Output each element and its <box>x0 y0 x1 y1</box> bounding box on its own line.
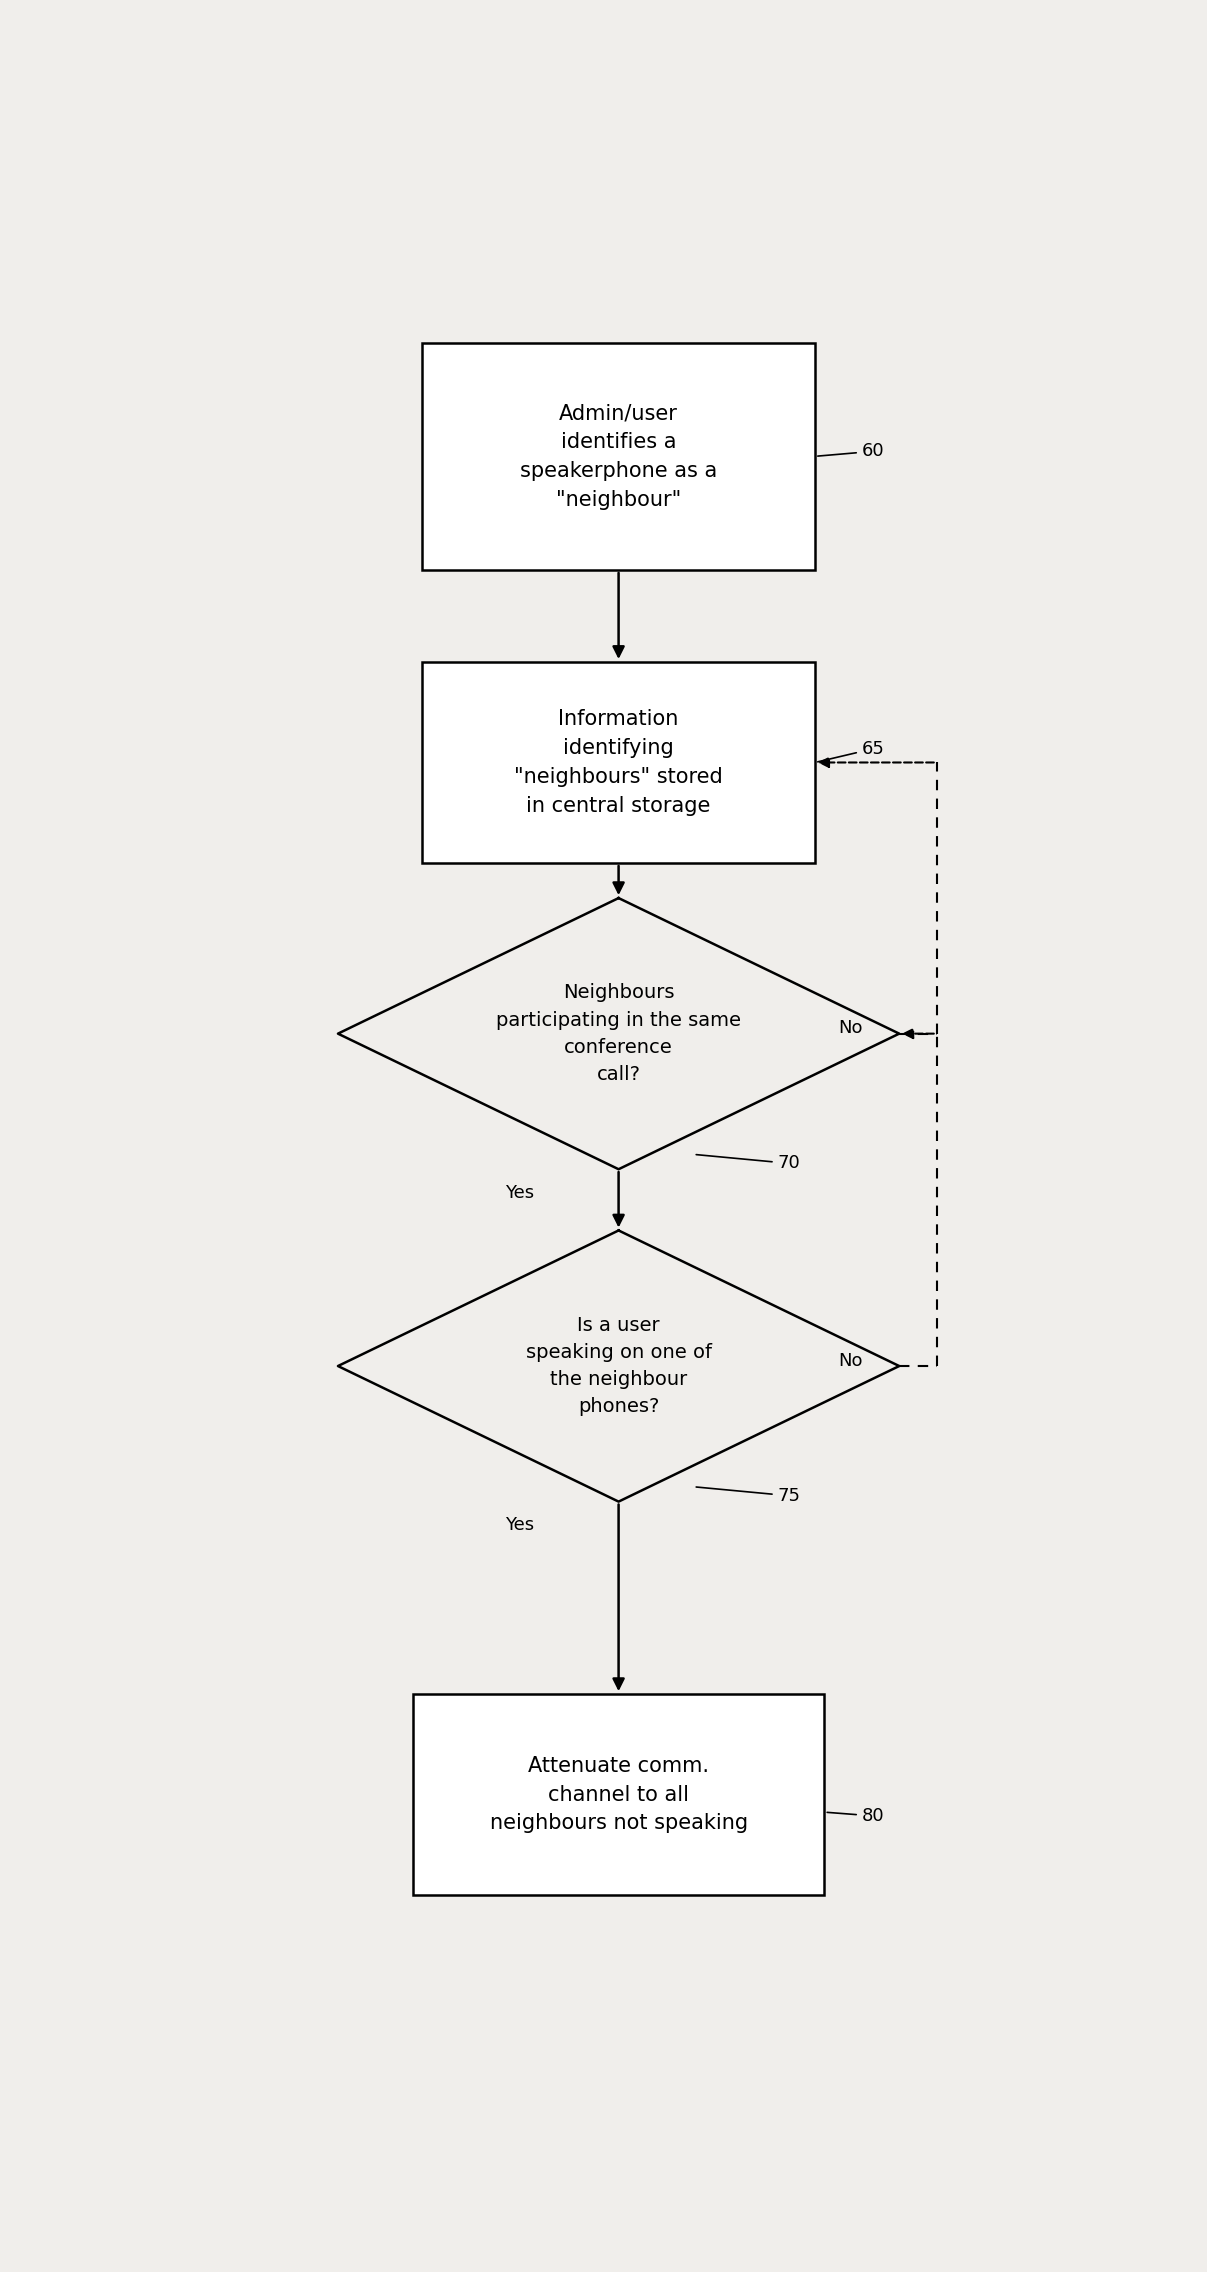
Text: Admin/user
identifies a
speakerphone as a
"neighbour": Admin/user identifies a speakerphone as … <box>520 402 717 509</box>
Bar <box>422 661 815 863</box>
Text: 65: 65 <box>817 741 885 761</box>
Text: Yes: Yes <box>506 1184 535 1202</box>
Text: Information
identifying
"neighbours" stored
in central storage: Information identifying "neighbours" sto… <box>514 709 723 816</box>
Text: 80: 80 <box>827 1806 885 1824</box>
Text: 60: 60 <box>818 443 885 461</box>
Text: 70: 70 <box>696 1154 800 1172</box>
Text: Yes: Yes <box>506 1515 535 1534</box>
Text: No: No <box>839 1020 863 1038</box>
Text: Neighbours
participating in the same
conference
call?: Neighbours participating in the same con… <box>496 984 741 1084</box>
Text: 75: 75 <box>696 1486 800 1504</box>
Text: No: No <box>839 1352 863 1370</box>
Text: Is a user
speaking on one of
the neighbour
phones?: Is a user speaking on one of the neighbo… <box>525 1315 712 1415</box>
Text: Attenuate comm.
channel to all
neighbours not speaking: Attenuate comm. channel to all neighbour… <box>490 1756 747 1834</box>
Bar <box>422 343 815 570</box>
Bar <box>413 1695 824 1895</box>
